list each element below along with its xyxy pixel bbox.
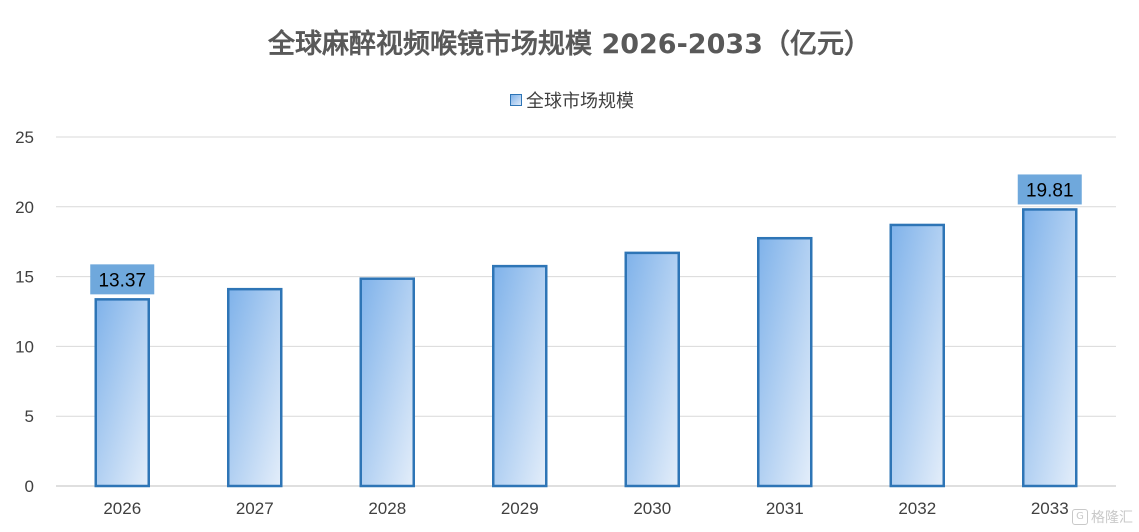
x-tick-label: 2030 — [633, 499, 671, 518]
y-tick-label: 20 — [15, 198, 34, 217]
bar — [227, 287, 283, 488]
bar — [624, 251, 680, 488]
x-tick-label: 2033 — [1031, 499, 1069, 518]
bar — [492, 264, 548, 488]
x-tick-label: 2027 — [236, 499, 274, 518]
x-tick-label: 2028 — [368, 499, 406, 518]
bar — [757, 236, 813, 488]
data-label-text: 19.81 — [1026, 180, 1074, 201]
x-tick-label: 2031 — [766, 499, 804, 518]
data-label-box — [1017, 174, 1082, 205]
legend-label: 全球市场规模 — [526, 91, 634, 112]
data-label-box — [90, 264, 155, 295]
data-label-text: 13.37 — [98, 270, 146, 291]
legend: 全球市场规模 — [510, 87, 634, 113]
y-tick-label: 15 — [15, 268, 34, 287]
data-label: 19.81 — [1017, 174, 1082, 205]
bar — [889, 223, 945, 488]
watermark-text: 格隆汇 — [1091, 510, 1133, 526]
data-label: 13.37 — [90, 264, 155, 295]
bar — [94, 298, 150, 488]
watermark: G 格隆汇 — [1072, 507, 1133, 527]
y-tick-label: 10 — [15, 337, 34, 356]
legend-swatch — [510, 94, 522, 106]
gelonghui-logo-icon: G — [1072, 509, 1088, 525]
x-tick-label: 2029 — [501, 499, 539, 518]
x-tick-label: 2032 — [898, 499, 936, 518]
chart-title: 全球麻醉视频喉镜市场规模 2026-2033（亿元） — [268, 29, 871, 60]
y-tick-label: 0 — [25, 477, 34, 496]
y-tick-label: 5 — [25, 407, 34, 426]
y-tick-label: 25 — [15, 128, 34, 147]
bar — [1022, 208, 1078, 488]
bar — [359, 277, 415, 488]
x-tick-label: 2026 — [103, 499, 141, 518]
